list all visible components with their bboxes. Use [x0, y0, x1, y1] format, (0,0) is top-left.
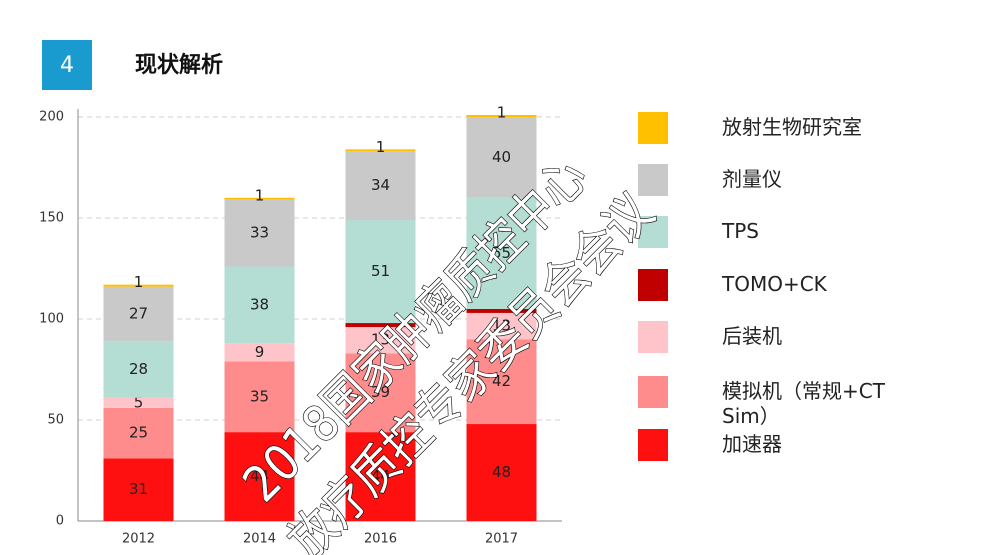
bar-segment	[224, 266, 295, 344]
bar-segment	[224, 361, 295, 433]
x-tick-label: 2017	[485, 532, 518, 547]
data-label: 33	[250, 224, 269, 242]
legend-swatch	[638, 376, 668, 408]
data-label: 27	[129, 304, 148, 322]
y-tick-label: 200	[39, 110, 64, 125]
data-label: 55	[492, 244, 511, 262]
bar-segment	[345, 151, 416, 221]
bar-segment	[345, 353, 416, 433]
data-label: 34	[371, 176, 390, 194]
bar-segment	[103, 397, 174, 408]
data-label: 5	[134, 393, 144, 411]
legend-label: 模拟机（常规+CT Sim）	[722, 379, 885, 428]
bar-segment	[345, 327, 416, 354]
x-tick-label: 2014	[243, 532, 276, 547]
bar-segment	[224, 199, 295, 267]
bar-segment	[103, 341, 174, 398]
bar-segment	[345, 220, 416, 324]
data-label: 44	[371, 467, 390, 485]
section-badge	[42, 40, 92, 90]
x-tick-label: 2012	[122, 532, 155, 547]
data-label: 28	[129, 360, 148, 378]
bar-segment	[466, 308, 537, 313]
y-tick-label: 0	[56, 514, 64, 529]
legend-swatch	[638, 269, 668, 301]
data-label: 35	[250, 387, 269, 405]
bar-segment	[466, 117, 537, 198]
legend-label: 加速器	[722, 432, 782, 456]
bar-segment	[103, 284, 174, 287]
y-tick-label: 150	[39, 211, 64, 226]
bar-segment	[345, 323, 416, 328]
y-tick-label: 100	[39, 312, 64, 327]
bar-segment	[103, 286, 174, 342]
legend-label: TPS	[722, 219, 759, 243]
bar-segment	[345, 149, 416, 152]
legend-swatch	[638, 112, 668, 144]
legend-label: 放射生物研究室	[722, 115, 862, 139]
bar-segment	[466, 424, 537, 521]
data-label: 39	[371, 383, 390, 401]
data-label: 1	[497, 103, 507, 121]
bar-segment	[345, 432, 416, 521]
data-label: 1	[134, 273, 144, 291]
bar-segment	[466, 312, 537, 340]
x-tick-label: 2016	[364, 532, 397, 547]
legend-swatch	[638, 164, 668, 196]
data-label: 1	[376, 138, 386, 156]
legend-swatch	[638, 216, 668, 248]
legend-swatch	[638, 321, 668, 353]
data-label: 13	[371, 331, 390, 349]
data-label: 25	[129, 424, 148, 442]
data-label: 51	[371, 262, 390, 280]
bar-segment	[466, 197, 537, 309]
data-label: 44	[250, 467, 269, 485]
legend-label: TOMO+CK	[722, 272, 827, 296]
data-label: 1	[255, 186, 265, 204]
bar-segment	[224, 197, 295, 200]
legend-swatch	[638, 429, 668, 461]
plot: 0 50 100 150 200 2012 31 25 5 28 27 1 2014 44 35 9 38 33 1…	[39, 103, 562, 547]
y-tick-label: 50	[47, 413, 64, 428]
bar-segment	[103, 458, 174, 521]
data-label: 31	[129, 480, 148, 498]
legend-label: 剂量仪	[722, 167, 782, 191]
bar-segment	[466, 114, 537, 117]
slide-title: 现状解析	[135, 52, 223, 78]
data-label: 42	[492, 372, 511, 390]
bar-segment	[224, 432, 295, 521]
bar-segment	[103, 407, 174, 459]
data-label: 48	[492, 463, 511, 481]
data-label: 9	[255, 343, 265, 361]
data-label: 38	[250, 295, 269, 313]
bar-segment	[224, 343, 295, 362]
data-label: 13	[492, 317, 511, 335]
legend-label: 后装机	[722, 324, 782, 348]
section-number: 4	[60, 53, 74, 78]
data-label: 40	[492, 148, 511, 166]
bar-segment	[466, 339, 537, 425]
